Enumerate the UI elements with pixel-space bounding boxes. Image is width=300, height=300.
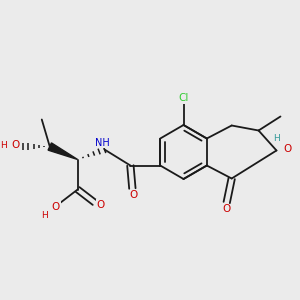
Text: O: O: [52, 202, 60, 212]
Text: Cl: Cl: [178, 93, 189, 103]
Text: H: H: [273, 134, 280, 143]
Polygon shape: [48, 143, 78, 160]
Text: O: O: [96, 200, 105, 209]
Text: NH: NH: [95, 137, 110, 148]
Text: O: O: [223, 205, 231, 214]
Text: H: H: [1, 141, 7, 150]
Text: O: O: [283, 145, 292, 154]
Text: O: O: [129, 190, 137, 200]
Text: O: O: [12, 140, 20, 151]
Text: H: H: [41, 211, 48, 220]
